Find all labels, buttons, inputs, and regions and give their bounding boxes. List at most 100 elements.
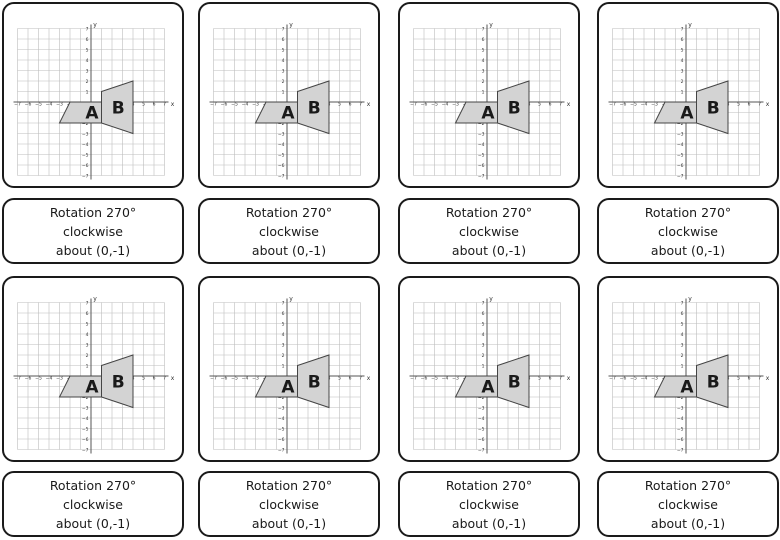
x-tick-label: −6 (221, 102, 228, 108)
y-tick-label: 5 (282, 321, 285, 327)
x-tick-label: −3 (56, 102, 63, 108)
y-tick-label: −6 (82, 437, 89, 443)
shape-b (101, 80, 134, 135)
x-tick-label: −6 (421, 376, 428, 382)
y-tick-label: −4 (677, 142, 684, 148)
x-tick-label: −4 (46, 376, 53, 382)
x-tick-label: −5 (231, 376, 238, 382)
transformation-card: Rotation 270° clockwise about (0,-1) (597, 198, 779, 264)
y-tick-label: 1 (282, 363, 285, 369)
y-tick-label: −7 (278, 173, 285, 179)
x-tick-label: −5 (630, 376, 637, 382)
y-axis-label: y (93, 22, 97, 29)
y-tick-label: 2 (86, 353, 89, 359)
coordinate-grid: −7−6−5−4−3−2−11234567−7−6−5−4−3−2−112345… (209, 296, 371, 454)
graph-card: −7−6−5−4−3−2−11234567−7−6−5−4−3−2−112345… (398, 2, 580, 188)
y-tick-label: 3 (282, 68, 285, 74)
y-tick-label: 6 (86, 37, 89, 43)
x-tick-label: −4 (641, 102, 648, 108)
y-axis-label: y (93, 296, 97, 303)
x-tick-label: 7 (359, 102, 362, 108)
y-tick-label: 2 (282, 353, 285, 359)
x-tick-label: −7 (210, 102, 217, 108)
x-axis-label: x (766, 101, 770, 108)
x-tick-label: −3 (651, 102, 658, 108)
x-tick-label: −4 (242, 376, 249, 382)
y-tick-label: −3 (278, 131, 285, 137)
y-tick-label: 3 (282, 342, 285, 348)
coordinate-grid: −7−6−5−4−3−2−11234567−7−6−5−4−3−2−112345… (409, 296, 571, 454)
shape-b (101, 354, 134, 409)
y-tick-label: −2 (278, 395, 285, 401)
y-tick-label: −2 (677, 395, 684, 401)
x-tick-label: −5 (231, 102, 238, 108)
y-axis-label: y (289, 296, 293, 303)
shape-a-label: A (85, 378, 99, 398)
center-text: about (0,-1) (451, 242, 527, 258)
center-text: about (0,-1) (251, 515, 327, 531)
direction-text: clockwise (258, 223, 319, 239)
y-tick-label: 5 (681, 47, 684, 53)
y-tick-label: 4 (282, 58, 285, 64)
y-tick-label: −4 (478, 142, 485, 148)
shape-b (497, 80, 530, 135)
x-tick-label: −3 (452, 376, 459, 382)
x-axis-label: x (567, 101, 571, 108)
y-tick-label: 3 (482, 342, 485, 348)
y-tick-label: 5 (482, 321, 485, 327)
y-tick-label: −6 (677, 437, 684, 443)
x-tick-label: 5 (338, 102, 341, 108)
x-tick-label: −3 (452, 102, 459, 108)
center-text: about (0,-1) (650, 515, 726, 531)
x-tick-label: −7 (609, 102, 616, 108)
y-tick-label: −3 (677, 131, 684, 137)
shape-b-label: B (308, 372, 321, 392)
transformation-card: Rotation 270° clockwise about (0,-1) (398, 198, 580, 264)
y-tick-label: −2 (278, 121, 285, 127)
y-tick-label: −3 (478, 131, 485, 137)
shape-b (696, 354, 729, 409)
y-tick-label: −2 (82, 395, 89, 401)
coordinate-grid: −7−6−5−4−3−2−11234567−7−6−5−4−3−2−112345… (608, 296, 770, 454)
graph-card: −7−6−5−4−3−2−11234567−7−6−5−4−3−2−112345… (198, 276, 380, 462)
x-tick-label: −5 (35, 102, 42, 108)
shape-b-label: B (508, 372, 521, 392)
y-tick-label: −6 (677, 163, 684, 169)
y-tick-label: −2 (677, 121, 684, 127)
shape-b-label: B (308, 98, 321, 118)
rotation-text: Rotation 270° (445, 204, 533, 220)
shape-a-label: A (481, 378, 495, 398)
y-tick-label: 4 (282, 332, 285, 338)
graph-card: −7−6−5−4−3−2−11234567−7−6−5−4−3−2−112345… (398, 276, 580, 462)
y-tick-label: 4 (681, 332, 684, 338)
y-tick-label: −7 (278, 447, 285, 453)
y-tick-label: −5 (478, 426, 485, 432)
rotation-text: Rotation 270° (644, 477, 732, 493)
y-axis-label: y (688, 22, 692, 29)
x-tick-label: 5 (538, 376, 541, 382)
y-tick-label: −3 (278, 405, 285, 411)
y-tick-label: 7 (681, 26, 684, 32)
shape-a-label: A (281, 378, 295, 398)
x-axis-label: x (567, 375, 571, 382)
shape-b (297, 354, 330, 409)
x-tick-label: −4 (641, 376, 648, 382)
graph-card: −7−6−5−4−3−2−11234567−7−6−5−4−3−2−112345… (597, 276, 779, 462)
x-tick-label: 7 (758, 102, 761, 108)
x-tick-label: −6 (25, 102, 32, 108)
y-tick-label: −3 (677, 405, 684, 411)
y-tick-label: −4 (82, 142, 89, 148)
y-tick-label: 7 (482, 26, 485, 32)
y-tick-label: 6 (86, 311, 89, 317)
x-tick-label: −6 (620, 102, 627, 108)
x-axis-label: x (171, 101, 175, 108)
x-tick-label: 7 (163, 102, 166, 108)
y-tick-label: −7 (82, 447, 89, 453)
y-tick-label: −3 (478, 405, 485, 411)
y-tick-label: −5 (278, 152, 285, 158)
direction-text: clockwise (657, 496, 718, 512)
y-tick-label: 6 (282, 311, 285, 317)
y-tick-label: 3 (86, 342, 89, 348)
y-tick-label: 1 (86, 89, 89, 95)
center-text: about (0,-1) (451, 515, 527, 531)
